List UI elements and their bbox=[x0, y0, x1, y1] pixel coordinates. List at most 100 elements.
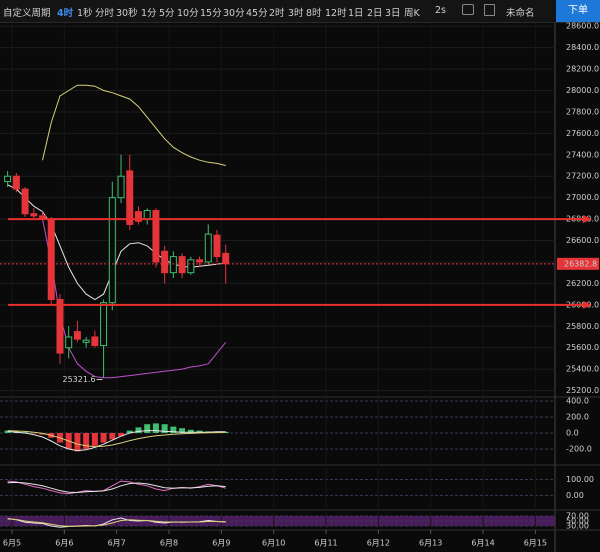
y-tick-label: 27800.0 bbox=[566, 107, 599, 116]
period-button[interactable]: 8时 bbox=[306, 8, 322, 19]
candle-body bbox=[100, 302, 108, 347]
period-button[interactable]: 12时 bbox=[325, 8, 347, 19]
y-tick-label: 26200.0 bbox=[566, 279, 599, 288]
y-tick-label: 27600.0 bbox=[566, 129, 599, 138]
x-tick-label: 6月13 bbox=[419, 539, 442, 548]
y-tick-label: 27200.0 bbox=[566, 172, 599, 181]
y-tick-label: 27400.0 bbox=[566, 150, 599, 159]
macd-bar bbox=[74, 433, 81, 452]
y-tick-label: 25200.0 bbox=[566, 386, 599, 395]
candle-body bbox=[108, 197, 116, 304]
x-tick-label: 6月6 bbox=[55, 539, 73, 548]
macd-bar bbox=[170, 426, 177, 433]
period-button[interactable]: 3日 bbox=[385, 8, 401, 19]
period-button[interactable]: 自定义周期 bbox=[3, 8, 51, 19]
fullscreen-icon[interactable] bbox=[484, 4, 495, 16]
x-tick-label: 6月9 bbox=[212, 539, 230, 548]
candle-body bbox=[65, 336, 73, 349]
x-tick-label: 6月15 bbox=[524, 539, 547, 548]
toolbar: 未命名 下单 自定义周期 4时 1秒 分时 30秒 1分 5分 10分 15分 30分 45分 2时 3… bbox=[0, 0, 600, 23]
period-button[interactable]: 30分 bbox=[223, 8, 245, 19]
candle-body bbox=[213, 234, 221, 258]
candle-body bbox=[143, 210, 151, 220]
candle-body bbox=[91, 336, 99, 347]
candle-body bbox=[30, 213, 38, 217]
y-tick-label: 28600.0 bbox=[566, 22, 599, 31]
candle-body bbox=[204, 233, 212, 263]
candle-body bbox=[161, 250, 169, 274]
y-tick-label: 70.00 bbox=[566, 512, 589, 521]
period-button[interactable]: 1分 bbox=[141, 8, 157, 19]
period-button[interactable]: 30秒 bbox=[116, 8, 138, 19]
indicator-line bbox=[7, 430, 226, 452]
x-tick-label: 6月7 bbox=[108, 539, 126, 548]
candle-body bbox=[56, 298, 64, 354]
order-button[interactable]: 下单 bbox=[556, 0, 600, 22]
y-tick-label: 28400.0 bbox=[566, 43, 599, 52]
macd-bar bbox=[135, 427, 142, 433]
min-price-label: 25321.6 bbox=[62, 375, 95, 384]
macd-bar bbox=[144, 424, 151, 433]
candle-body bbox=[134, 211, 142, 222]
candle-body bbox=[117, 175, 125, 199]
period-button[interactable]: 1日 bbox=[348, 8, 364, 19]
layout-name[interactable]: 未命名 bbox=[506, 8, 535, 19]
price-line-arrow bbox=[583, 215, 592, 224]
x-tick-label: 6月11 bbox=[314, 539, 337, 548]
y-tick-label: 0.00 bbox=[566, 491, 584, 500]
period-button[interactable]: 4时 bbox=[57, 8, 74, 19]
x-tick-label: 6月14 bbox=[471, 539, 494, 548]
macd-bar bbox=[118, 433, 125, 437]
macd-bar bbox=[222, 431, 229, 433]
period-button[interactable]: 2时 bbox=[269, 8, 285, 19]
last-price-label: 26382.8 bbox=[564, 259, 597, 268]
period-button[interactable]: 周K bbox=[404, 8, 420, 19]
period-button[interactable]: 1秒 bbox=[77, 8, 93, 19]
candle-body bbox=[169, 256, 177, 274]
candle-body bbox=[126, 170, 134, 225]
indicator-line bbox=[7, 430, 226, 448]
x-tick-label: 6月8 bbox=[160, 539, 178, 548]
period-button[interactable]: 3时 bbox=[288, 8, 304, 19]
y-tick-label: 28200.0 bbox=[566, 65, 599, 74]
y-tick-label: 25400.0 bbox=[566, 365, 599, 374]
period-button[interactable]: 10分 bbox=[177, 8, 199, 19]
y-tick-label: 27000.0 bbox=[566, 193, 599, 202]
macd-bar bbox=[152, 423, 159, 433]
y-tick-label: -200.0 bbox=[566, 445, 592, 454]
y-tick-label: 0.0 bbox=[566, 429, 579, 438]
candle-body bbox=[4, 175, 12, 183]
last-price-box bbox=[557, 257, 599, 270]
x-tick-label: 6月5 bbox=[3, 539, 21, 548]
macd-bar bbox=[109, 433, 116, 440]
y-tick-label: 200.0 bbox=[566, 413, 589, 422]
y-tick-label: 400.0 bbox=[566, 397, 589, 406]
candle-body bbox=[73, 331, 81, 340]
macd-bar bbox=[91, 433, 98, 446]
price-line-arrow bbox=[583, 300, 592, 309]
camera-icon[interactable] bbox=[462, 4, 474, 15]
period-button[interactable]: 15分 bbox=[200, 8, 222, 19]
period-button[interactable]: 分时 bbox=[95, 8, 115, 19]
macd-bar bbox=[187, 429, 194, 433]
candle-body bbox=[187, 259, 195, 274]
candle-body bbox=[196, 259, 204, 263]
period-button[interactable]: 2日 bbox=[367, 8, 383, 19]
x-tick-label: 6月12 bbox=[367, 539, 390, 548]
y-tick-label: 25800.0 bbox=[566, 322, 599, 331]
macd-bar bbox=[126, 430, 133, 433]
y-tick-label: 28000.0 bbox=[566, 86, 599, 95]
y-tick-label: 100.00 bbox=[566, 475, 594, 484]
candle-body bbox=[152, 210, 160, 263]
indicator-line bbox=[42, 219, 227, 379]
period-button[interactable]: 2s bbox=[435, 5, 446, 16]
period-button[interactable]: 5分 bbox=[159, 8, 175, 19]
period-button[interactable]: 45分 bbox=[246, 8, 268, 19]
indicator-line bbox=[42, 84, 226, 166]
macd-bar bbox=[83, 433, 90, 449]
candle-body bbox=[178, 256, 186, 274]
candle-body bbox=[21, 188, 29, 215]
indicator-line bbox=[7, 481, 226, 494]
